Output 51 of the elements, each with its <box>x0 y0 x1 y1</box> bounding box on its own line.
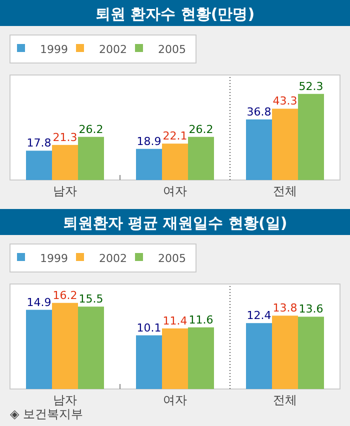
bar <box>298 94 324 180</box>
data-label: 26.2 <box>78 122 104 136</box>
data-label: 12.4 <box>246 309 272 322</box>
bar <box>188 136 214 180</box>
bar <box>162 328 188 389</box>
legend-label: 2005 <box>158 43 186 56</box>
data-label: 11.6 <box>188 313 214 326</box>
data-label: 18.9 <box>136 134 162 148</box>
bar <box>26 150 52 180</box>
data-label: 15.5 <box>78 292 104 306</box>
data-label: 14.9 <box>26 296 52 309</box>
legend-label: 2005 <box>158 252 186 265</box>
bar <box>52 302 78 389</box>
bar <box>52 144 78 180</box>
bar <box>246 323 272 389</box>
data-label: 52.3 <box>298 80 324 93</box>
bar <box>136 335 162 389</box>
data-label: 13.6 <box>298 302 324 316</box>
x-tick-label: 전체 <box>273 184 297 198</box>
data-label: 21.3 <box>52 130 78 144</box>
bar <box>246 119 272 180</box>
data-label: 43.3 <box>272 94 298 108</box>
bar <box>78 306 104 389</box>
legend-label: 2002 <box>99 43 127 56</box>
chart-title: 퇴원환자 평균 재원일수 현황(일) <box>62 214 288 232</box>
bar <box>26 310 52 389</box>
bar <box>78 136 104 180</box>
data-label: 36.8 <box>246 105 272 118</box>
x-tick-label: 여자 <box>163 393 187 407</box>
legend-label: 1999 <box>40 252 68 265</box>
legend-label: 1999 <box>40 43 68 56</box>
x-tick-label: 남자 <box>53 393 77 407</box>
x-tick-label: 여자 <box>163 184 187 198</box>
x-tick-label: 전체 <box>273 393 297 407</box>
data-label: 10.1 <box>136 321 162 334</box>
text: ◈ 보건복지부 <box>10 407 84 421</box>
data-label: 11.4 <box>162 314 188 328</box>
legend-label: 2002 <box>99 252 127 265</box>
bar <box>188 327 214 389</box>
data-label: 13.8 <box>272 302 298 315</box>
chart-title: 퇴원 환자수 현황(만명) <box>95 5 255 23</box>
data-label: 17.8 <box>26 136 52 150</box>
data-label: 26.2 <box>188 122 214 136</box>
bar <box>298 316 324 389</box>
bar <box>136 148 162 180</box>
data-label: 22.1 <box>162 130 188 143</box>
bar <box>272 108 298 180</box>
data-label: 16.2 <box>52 288 78 302</box>
x-tick-label: 남자 <box>53 184 77 198</box>
bar <box>272 316 298 389</box>
bar <box>162 144 188 180</box>
